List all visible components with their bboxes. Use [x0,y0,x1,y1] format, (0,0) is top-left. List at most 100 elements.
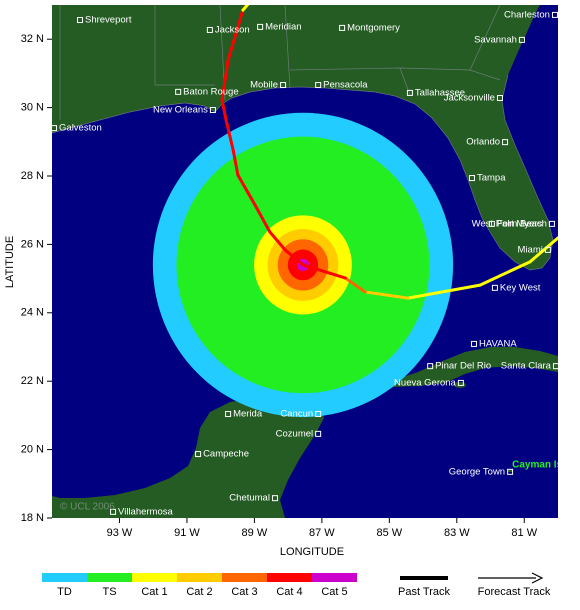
y-tick-label: 22 N [21,375,44,387]
city-marker [552,363,558,370]
legend-swatch [87,573,132,582]
city-label: Campeche [203,449,249,460]
track-segment [301,263,347,280]
y-tick-label: 24 N [21,307,44,319]
city-marker [76,17,83,24]
city-marker [257,23,264,30]
track-segment [231,148,240,177]
track-segment [220,58,230,102]
city-marker [551,11,558,18]
legend-label: Cat 5 [321,586,347,598]
city-marker [110,508,117,515]
past-track-label: Past Track [398,586,450,598]
city-marker [488,220,495,227]
city-label: Santa Clara [501,361,552,372]
track-segment [268,230,287,252]
city-label: New Orleans [153,105,208,116]
city-marker [175,88,182,95]
track-segment [226,8,245,62]
city-label: Pinar Del Rio [435,361,491,372]
city-label: Cozumel [276,428,314,439]
y-tick-label: 30 N [21,102,44,114]
city-label: Jacksonville [444,93,495,104]
track-segment [478,260,532,287]
storm-track [220,5,558,300]
track-segment [220,98,228,122]
city-marker [468,175,475,182]
city-label: Villahermosa [118,506,173,517]
track-segment [406,283,482,300]
city-marker [225,411,232,418]
legend-swatch [132,573,177,582]
track-segment [236,173,257,207]
city-marker [496,95,503,102]
y-axis-title: LATITUDE [4,236,16,288]
y-tick-label: 28 N [21,170,44,182]
legend-swatch [222,573,267,582]
city-marker [315,430,322,437]
city-label: Baton Rouge [183,86,238,97]
city-marker [271,495,278,502]
track-segment [343,276,367,294]
x-tick-label: 89 W [242,527,268,539]
city-label: Merida [233,409,263,420]
x-tick-label: 87 W [309,527,335,539]
city-label: George Town [449,466,505,477]
city-label: West Palm Beach [472,218,547,229]
borders [52,5,554,271]
city-label: Nueva Gerona [394,377,457,388]
axes: 18 N 20 N 22 N 24 N 26 N 28 N 30 N 32 N 93 W 91 W… [21,33,538,539]
x-tick-label: 81 W [511,527,537,539]
credit: © UCL 2006 [60,502,115,513]
legend-label: Cat 4 [276,586,302,598]
forecast-arrow-head [531,572,544,584]
city-label: HAVANA [479,338,517,349]
track-segment [283,248,305,267]
city-label: Pensacola [323,80,368,91]
legend-swatch [42,573,87,582]
y-tick-label: 20 N [21,444,44,456]
cities: Shreveport Jackson Meridian Montgomery Charl… [52,9,558,517]
city-marker [52,125,58,132]
map-area: Shreveport Jackson Meridian Montgomery Charl… [52,5,562,518]
city-label: Savannah [474,34,517,45]
city-marker [471,340,478,347]
y-tick-label: 18 N [21,512,44,524]
cuba [390,347,558,387]
city-label: Mobile [250,80,278,91]
city-marker [315,82,322,89]
city-marker [195,451,202,458]
forecast-track-label: Forecast Track [478,586,551,598]
city-marker [406,89,413,96]
y-tick-label: 26 N [21,238,44,250]
city-marker [339,24,346,31]
city-label: Galveston [59,123,102,134]
city-label: Meridian [265,21,301,32]
city-label: Tampa [477,173,506,184]
city-label: Charleston [504,9,550,20]
x-tick-label: 93 W [107,527,133,539]
city-marker [518,36,525,43]
city-marker [544,246,551,253]
city-label: Orlando [466,137,500,148]
region-label: Cayman Is [512,460,562,471]
city-marker [315,411,322,418]
city-label: Miami [518,244,543,255]
legend: Past Track Forecast Track TD TS Cat 1 Cat 2… [42,572,551,598]
legend-swatch [267,573,312,582]
y-tick-label: 32 N [21,33,44,45]
legend-label: Cat 3 [231,586,257,598]
track-segment [528,236,558,264]
city-label: Cancun [280,409,313,420]
cayman-island [508,470,513,472]
legend-swatch [312,573,357,582]
city-label: Chetumal [229,493,270,504]
legend-label: Cat 1 [141,586,167,598]
city-label: Jackson [215,24,250,35]
track-segment [253,203,272,234]
legend-label: Cat 2 [186,586,212,598]
track-segment [224,118,235,152]
x-tick-label: 85 W [376,527,402,539]
